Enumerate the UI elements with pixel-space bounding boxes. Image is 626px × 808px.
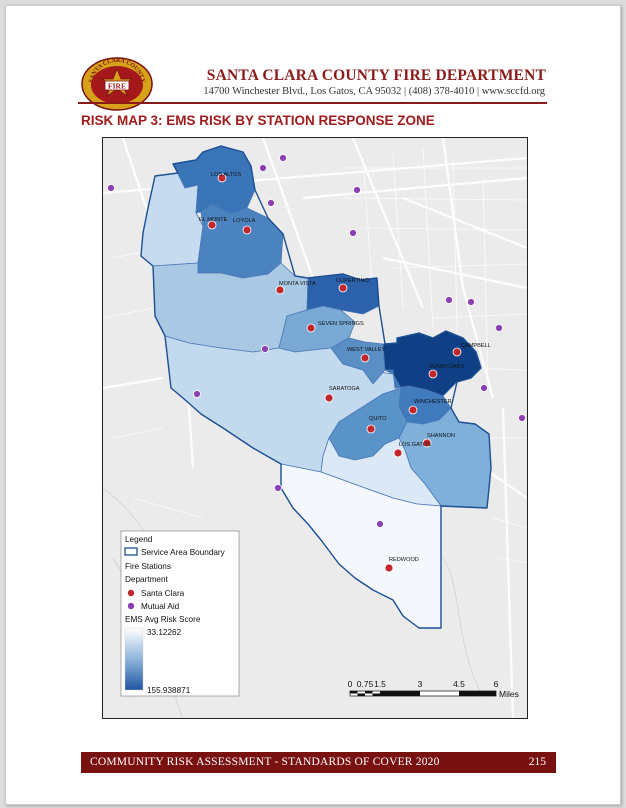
department-address: 14700 Winchester Blvd., Los Gatos, CA 95… xyxy=(203,86,545,97)
legend-risk-max: 33.12262 xyxy=(147,628,182,637)
svg-text:CUPERTINO: CUPERTINO xyxy=(336,278,369,284)
mutual-aid-layer xyxy=(107,154,526,528)
svg-text:WEST VALLEY: WEST VALLEY xyxy=(347,347,386,353)
legend-title: Legend xyxy=(125,535,153,544)
scale-bar: 0 0.75 1.5 3 4.5 6 Miles xyxy=(348,679,519,699)
legend-santa-clara: Santa Clara xyxy=(141,589,185,598)
mutual-aid-marker[interactable] xyxy=(279,154,287,162)
legend-department: Department xyxy=(125,575,169,584)
map-title: RISK MAP 3: EMS RISK BY STATION RESPONSE… xyxy=(81,113,435,128)
station-marker[interactable]: WEST VALLEY xyxy=(347,347,386,363)
station-marker[interactable]: SHANNON xyxy=(422,433,455,448)
zone-el-monte xyxy=(140,172,204,267)
mutual-aid-marker[interactable] xyxy=(261,345,269,353)
svg-text:QUITO: QUITO xyxy=(369,416,387,422)
station-marker[interactable]: SARATOGA xyxy=(324,386,360,403)
risk-map-canvas: LOS ALTOS EL MONTE LOYOLA MONTA VISTA CU… xyxy=(103,138,527,718)
header-divider xyxy=(78,102,547,104)
mutual-aid-marker[interactable] xyxy=(274,484,282,492)
svg-text:4.5: 4.5 xyxy=(453,679,465,689)
svg-text:SEVEN SPRINGS: SEVEN SPRINGS xyxy=(318,321,364,327)
mutual-aid-marker[interactable] xyxy=(107,184,115,192)
legend-risk-title: EMS Avg Risk Score xyxy=(125,615,201,624)
station-marker[interactable]: SEVEN SPRINGS xyxy=(306,321,364,333)
legend-mutual-aid: Mutual Aid xyxy=(141,602,180,611)
mutual-aid-marker[interactable] xyxy=(267,199,275,207)
legend-fire-stations: Fire Stations xyxy=(125,562,171,571)
mutual-aid-marker[interactable] xyxy=(376,520,384,528)
svg-text:SUNNYOAKS: SUNNYOAKS xyxy=(429,364,464,370)
svg-text:EL MONTE: EL MONTE xyxy=(199,217,228,223)
svg-text:1.5: 1.5 xyxy=(374,679,386,689)
mutual-aid-marker[interactable] xyxy=(445,296,453,304)
station-marker[interactable]: CAMPBELL xyxy=(452,343,491,357)
legend-risk-min: 155.938871 xyxy=(147,686,191,695)
mutual-aid-marker[interactable] xyxy=(518,414,526,422)
station-marker[interactable]: LOYOLA xyxy=(233,218,256,235)
mutual-aid-marker[interactable] xyxy=(259,164,267,172)
svg-text:SHANNON: SHANNON xyxy=(427,433,455,439)
svg-text:CAMPBELL: CAMPBELL xyxy=(461,343,491,349)
svg-text:MONTA VISTA: MONTA VISTA xyxy=(279,281,316,287)
station-marker[interactable]: LOS GATOS xyxy=(393,442,431,458)
mutual-aid-marker[interactable] xyxy=(480,384,488,392)
station-marker[interactable]: CUPERTINO xyxy=(336,278,369,293)
svg-text:LOYOLA: LOYOLA xyxy=(233,218,256,224)
document-page: SANTA CLARA COUNTY FIRE SANTA CLARA COUN… xyxy=(5,5,621,805)
station-marker[interactable]: REDWOOD xyxy=(384,557,419,573)
station-marker[interactable]: WINCHESTER xyxy=(408,399,452,415)
department-logo: SANTA CLARA COUNTY FIRE xyxy=(81,57,153,111)
department-name: SANTA CLARA COUNTY FIRE DEPARTMENT xyxy=(206,67,546,84)
map-legend: Legend Service Area Boundary Fire Statio… xyxy=(120,530,240,697)
svg-text:FIRE: FIRE xyxy=(108,81,126,90)
svg-text:0.75: 0.75 xyxy=(357,679,374,689)
risk-map: LOS ALTOS EL MONTE LOYOLA MONTA VISTA CU… xyxy=(102,137,528,719)
zone-loyola xyxy=(197,203,284,279)
legend-boundary-label: Service Area Boundary xyxy=(141,548,226,557)
station-marker[interactable]: QUITO xyxy=(366,416,387,434)
mutual-aid-marker[interactable] xyxy=(495,324,503,332)
svg-text:WINCHESTER: WINCHESTER xyxy=(414,399,452,405)
mutual-aid-marker[interactable] xyxy=(353,186,361,194)
mutual-aid-marker[interactable] xyxy=(193,390,201,398)
svg-text:0: 0 xyxy=(348,679,353,689)
mutual-aid-marker[interactable] xyxy=(349,229,357,237)
legend-risk-ramp xyxy=(124,627,144,691)
page-number: 215 xyxy=(528,756,546,768)
svg-text:REDWOOD: REDWOOD xyxy=(389,557,419,563)
footer-bar: COMMUNITY RISK ASSESSMENT - STANDARDS OF… xyxy=(81,752,556,773)
station-marker[interactable]: EL MONTE xyxy=(199,217,228,230)
svg-text:3: 3 xyxy=(418,679,423,689)
mutual-aid-marker[interactable] xyxy=(467,298,475,306)
svg-text:SARATOGA: SARATOGA xyxy=(329,386,360,392)
station-marker[interactable]: SUNNYOAKS xyxy=(428,364,464,379)
station-marker[interactable]: LOS ALTOS xyxy=(211,172,242,183)
service-area-boundary xyxy=(140,145,492,629)
svg-text:6: 6 xyxy=(494,679,499,689)
svg-text:LOS GATOS: LOS GATOS xyxy=(399,442,431,448)
station-marker[interactable]: MONTA VISTA xyxy=(275,281,316,295)
svg-text:Miles: Miles xyxy=(499,689,519,699)
footer-title: COMMUNITY RISK ASSESSMENT - STANDARDS OF… xyxy=(90,756,440,768)
fire-stations-layer: LOS ALTOS EL MONTE LOYOLA MONTA VISTA CU… xyxy=(199,172,491,573)
svg-text:LOS ALTOS: LOS ALTOS xyxy=(211,172,242,178)
